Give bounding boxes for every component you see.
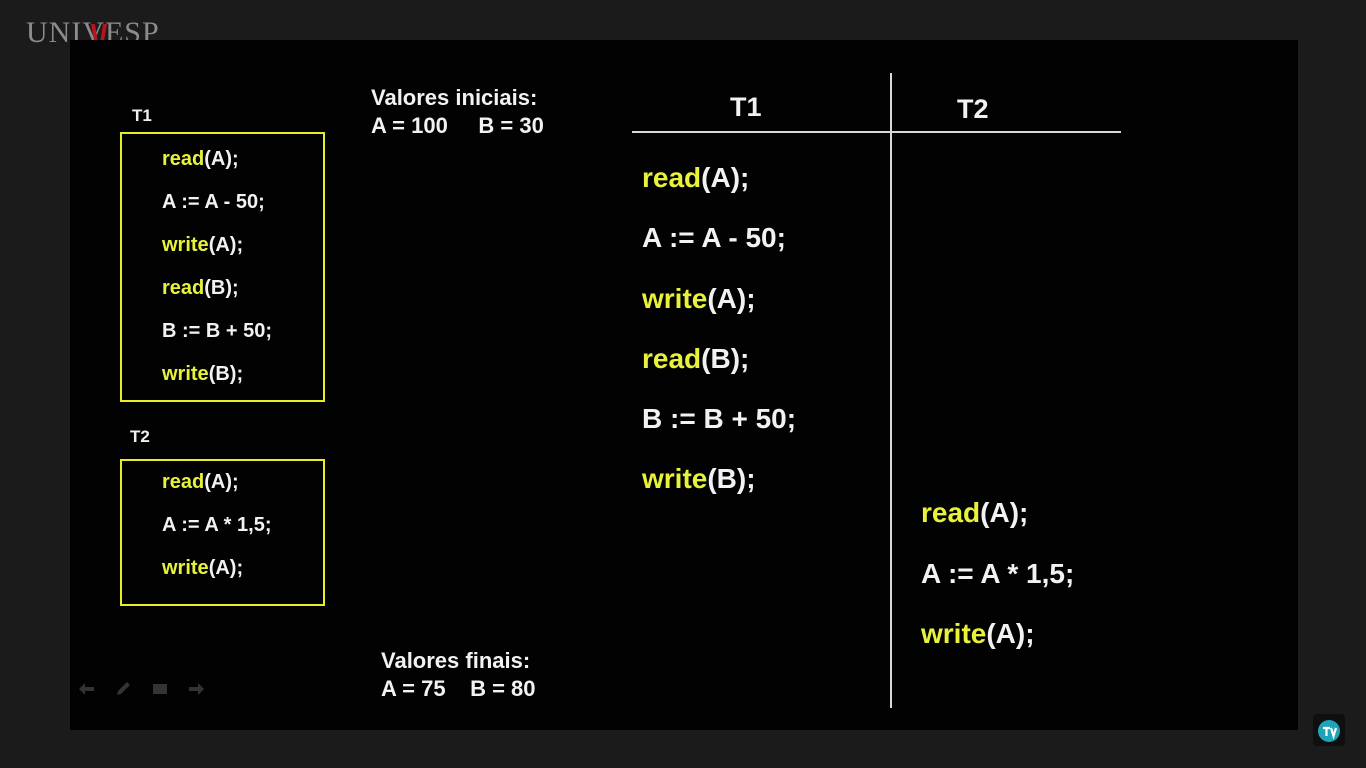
schedule-header-t2: T2 <box>957 94 989 124</box>
t1-stmt: read(B); <box>162 277 239 299</box>
t2-box: read(A); A := A * 1,5; write(A); <box>120 459 325 606</box>
back-arrow-icon[interactable] <box>78 680 96 703</box>
schedule-t1-step: A := A - 50; <box>642 222 786 253</box>
t2-stmt: read(A); <box>162 471 239 493</box>
initial-values: Valores iniciais: A = 100 B = 30 <box>371 84 544 140</box>
final-values-line: A = 75 B = 80 <box>381 676 536 701</box>
t1-stmt: A := A - 50; <box>162 191 265 213</box>
schedule-t1-step: B := B + 50; <box>642 403 797 434</box>
schedule-t1-step: write(A); <box>642 283 756 314</box>
schedule-t2-step: read(A); <box>921 497 1029 528</box>
pen-icon[interactable] <box>114 680 132 703</box>
schedule-header-divider <box>632 131 1121 133</box>
t2-label: T2 <box>130 427 150 446</box>
screen-icon[interactable] <box>151 680 169 703</box>
t1-stmt: write(B); <box>162 363 244 385</box>
t2-stmt: A := A * 1,5; <box>162 514 272 536</box>
t1-stmt: B := B + 50; <box>162 320 273 342</box>
forward-arrow-icon[interactable] <box>187 680 205 703</box>
t1-stmt: write(A); <box>162 234 244 256</box>
schedule-t1-step: read(A); <box>642 162 750 193</box>
t1-box: read(A); A := A - 50; write(A); read(B);… <box>120 132 325 402</box>
schedule-header-t1: T1 <box>730 92 762 122</box>
initial-values-line: A = 100 B = 30 <box>371 113 544 138</box>
slide-nav-controls <box>78 680 219 703</box>
t1-label: T1 <box>132 106 152 125</box>
t1-stmt: read(A); <box>162 148 239 170</box>
slide: T1 read(A); A := A - 50; write(A); read(… <box>70 40 1298 730</box>
t2-stmt: write(A); <box>162 557 244 579</box>
final-values: Valores finais: A = 75 B = 80 <box>381 647 536 703</box>
schedule-column-divider <box>890 73 892 708</box>
schedule-t2-step: A := A * 1,5; <box>921 558 1075 589</box>
schedule-t1-step: read(B); <box>642 343 750 374</box>
univesp-v-mark-icon <box>91 24 107 68</box>
schedule-t2-step: write(A); <box>921 618 1035 649</box>
tv-icon <box>1313 714 1345 746</box>
schedule-t1-step: write(B); <box>642 463 756 494</box>
initial-values-title: Valores iniciais: <box>371 85 538 110</box>
final-values-title: Valores finais: <box>381 648 531 673</box>
